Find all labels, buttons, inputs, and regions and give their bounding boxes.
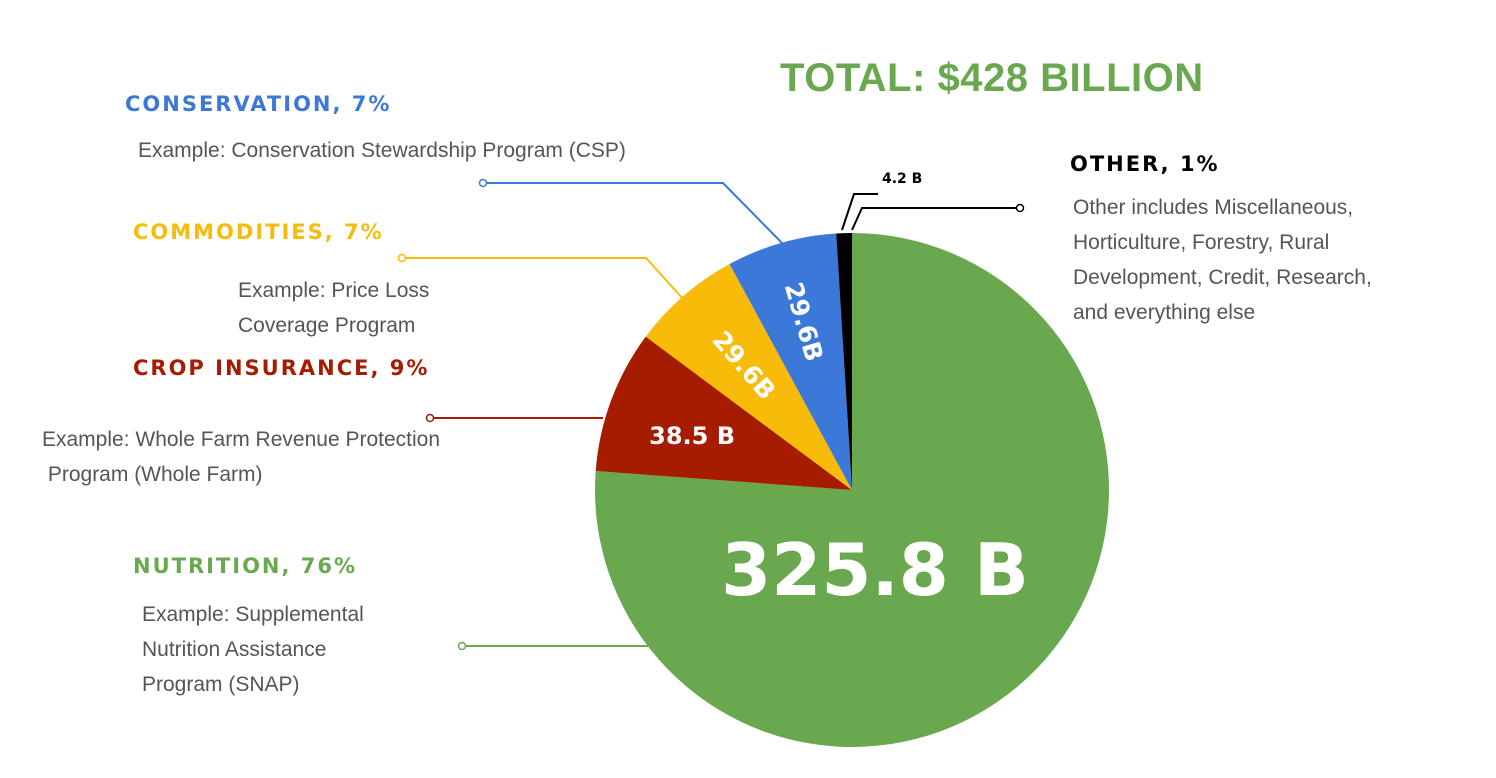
chart-total-title: TOTAL: $428 BILLION — [780, 56, 1204, 100]
connector-dot-other — [1015, 203, 1025, 213]
description-line: Example: Price Loss — [238, 279, 430, 302]
connector-line-other-b — [841, 193, 878, 231]
description-other: Other includes Miscellaneous, Horticultu… — [1073, 190, 1372, 330]
legend-label-commodities: COMMODITIES, 7% — [133, 220, 384, 244]
pie-slice-other — [836, 233, 852, 490]
legend-label-other: OTHER, 1% — [1070, 152, 1220, 176]
description-line: Development, Credit, Research, — [1073, 266, 1372, 289]
description-commodities: Example: Price Loss Coverage Program — [238, 273, 429, 343]
pie-slice-conservation — [729, 233, 852, 491]
description-nutrition: Example: Supplemental Nutrition Assistan… — [142, 597, 364, 702]
description-line: Horticulture, Forestry, Rural — [1073, 231, 1330, 254]
description-line: Coverage Program — [238, 314, 416, 337]
description-line: Example: Whole Farm Revenue Protection — [42, 428, 441, 451]
description-conservation: Example: Conservation Stewardship Progra… — [138, 133, 626, 168]
description-line: Other includes Miscellaneous, — [1073, 196, 1354, 219]
connector-line-commodities — [402, 257, 685, 301]
description-line: Program (Whole Farm) — [42, 463, 263, 486]
pie-slice-nutrition — [595, 233, 1110, 747]
connector-dot-commodities — [397, 253, 407, 263]
pie-slice-crop-insurance — [595, 336, 852, 490]
slice-value-label-crop-insurance: 38.5 B — [649, 422, 735, 450]
description-line: Nutrition Assistance — [142, 638, 327, 661]
description-line: Example: Supplemental — [142, 603, 364, 626]
legend-label-nutrition: NUTRITION, 76% — [133, 554, 358, 578]
connector-line-other — [851, 207, 1020, 231]
pie-slice-commodities — [645, 264, 852, 490]
description-line: and everything else — [1073, 301, 1256, 324]
description-line: Program (SNAP) — [142, 673, 300, 696]
description-line: Example: Conservation Stewardship Progra… — [138, 139, 626, 162]
slice-value-label-nutrition: 325.8 B — [721, 528, 1029, 612]
connector-dot-nutrition — [457, 641, 467, 651]
legend-label-conservation: CONSERVATION, 7% — [125, 92, 392, 116]
connector-dot-crop-insurance — [425, 413, 435, 423]
legend-label-crop-insurance: CROP INSURANCE, 9% — [133, 356, 430, 380]
description-crop-insurance: Example: Whole Farm Revenue Protection P… — [42, 422, 440, 492]
connector-dot-conservation — [478, 178, 488, 188]
slice-value-label-other: 4.2 B — [882, 171, 922, 187]
connector-line-conservation — [483, 182, 783, 244]
